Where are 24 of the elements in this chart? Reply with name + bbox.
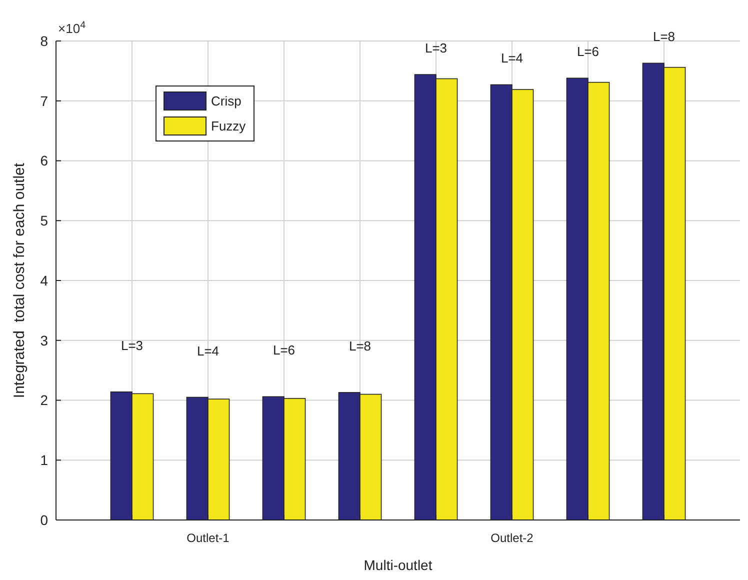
y-tick-label: 8 bbox=[40, 32, 48, 49]
x-axis-title: Multi-outlet bbox=[364, 557, 432, 573]
y-tick-label: 6 bbox=[40, 152, 48, 169]
annotation: L=6 bbox=[576, 44, 600, 60]
legend-label: Crisp bbox=[211, 94, 242, 109]
x-tick-label: Outlet-1 bbox=[186, 531, 230, 545]
annotation: L=4 bbox=[196, 343, 220, 358]
annotation: L=8 bbox=[652, 29, 676, 44]
text: ×10$^{4}$ bbox=[58, 20, 86, 36]
annotation: L=6 bbox=[272, 342, 296, 358]
y-tick-label: 7 bbox=[40, 92, 48, 109]
y-tick-label: 0 bbox=[40, 512, 48, 528]
y-tick-label: 4 bbox=[40, 272, 48, 288]
annotation: L=8 bbox=[348, 338, 372, 354]
y-tick-label: 2 bbox=[40, 392, 48, 408]
annotation: L=3 bbox=[424, 40, 448, 56]
y-tick-label: 3 bbox=[40, 332, 48, 348]
y-tick-label: 1 bbox=[40, 452, 48, 468]
annotation: L=3 bbox=[120, 338, 144, 353]
y-tick-label: 5 bbox=[40, 212, 48, 229]
x-tick-label: Outlet-2 bbox=[490, 531, 534, 545]
y-axis-title: Integrated total cost for each outlet bbox=[11, 162, 28, 398]
annotation: L=4 bbox=[500, 50, 524, 66]
legend-label: Fuzzy bbox=[211, 118, 246, 134]
